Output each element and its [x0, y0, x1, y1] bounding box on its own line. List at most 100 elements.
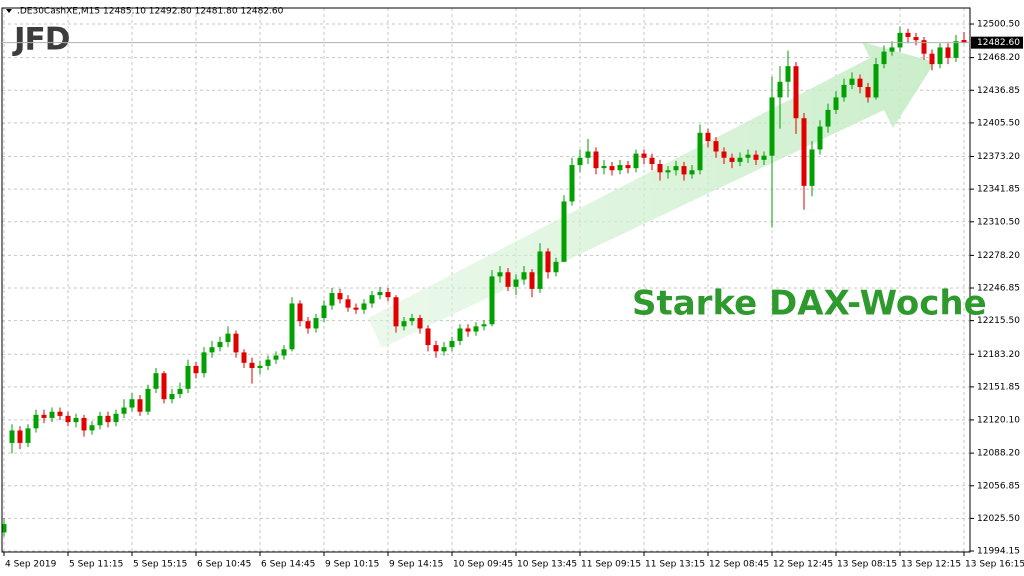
candle-body: [825, 109, 831, 127]
x-tick-label: 13 Sep 16:15: [965, 560, 1024, 570]
candle-body: [441, 347, 447, 352]
candle-body: [897, 32, 903, 48]
candle-body: [609, 166, 615, 171]
candle-body: [617, 165, 623, 171]
x-tick-label: 9 Sep 10:15: [325, 560, 379, 570]
candle-body: [33, 414, 39, 429]
x-tick-label: 5 Sep 15:15: [133, 560, 187, 570]
watermark: JFD: [12, 22, 70, 58]
candle-body: [209, 347, 215, 353]
candle-body: [409, 318, 415, 322]
y-tick-label: 12405.50: [977, 118, 1020, 128]
last-price-label: 12482.60: [977, 38, 1020, 48]
candle-body: [841, 84, 847, 98]
last-price-box: [971, 36, 1023, 49]
candle-body: [769, 97, 775, 156]
candle-body: [809, 149, 815, 186]
x-tick-label: 6 Sep 14:45: [261, 560, 315, 570]
x-tick-label: 12 Sep 12:45: [773, 560, 833, 570]
ohlc-header: 12485.10 12492.80 12481.80 12482.60: [103, 7, 284, 17]
candle-body: [881, 51, 887, 65]
candle-body: [585, 151, 591, 158]
y-tick-label: 11994.15: [977, 547, 1020, 557]
candle-body: [801, 118, 807, 186]
y-tick-label: 12373.20: [977, 152, 1020, 162]
candle-body: [729, 157, 735, 162]
candle-body: [97, 415, 103, 426]
y-tick-label: 12278.20: [977, 251, 1020, 261]
candle-body: [465, 328, 471, 332]
candle-body: [49, 411, 55, 418]
candle-body: [745, 154, 751, 158]
candle-body: [553, 261, 559, 273]
x-tick-label: 6 Sep 10:45: [197, 560, 251, 570]
candle-body: [489, 276, 495, 325]
candle-body: [337, 293, 343, 300]
candle-body: [505, 272, 511, 287]
candle-body: [105, 415, 111, 423]
candle-body: [593, 151, 599, 169]
candle-body: [793, 66, 799, 119]
candle-body: [177, 388, 183, 395]
candle-body: [753, 154, 759, 160]
candle-body: [641, 153, 647, 158]
y-tick-label: 12310.50: [977, 217, 1020, 227]
candle-body: [529, 272, 535, 289]
y-tick-label: 12088.20: [977, 449, 1020, 459]
y-tick-label: 12215.50: [977, 316, 1020, 326]
candle-body: [113, 413, 119, 423]
candle-body: [137, 399, 143, 412]
candle-body: [513, 279, 519, 287]
menu-icon: [6, 9, 12, 13]
candle-body: [481, 324, 487, 327]
candle-body: [913, 37, 919, 41]
candle-body: [961, 40, 967, 43]
candle-body: [665, 170, 671, 173]
candle-body: [289, 303, 295, 350]
candle-body: [369, 295, 375, 304]
candle-body: [497, 272, 503, 277]
candle-body: [937, 47, 943, 65]
candle-body: [777, 81, 783, 98]
x-tick-label: 4 Sep 2019: [5, 560, 57, 570]
candle-body: [65, 415, 71, 423]
candle-body: [273, 355, 279, 360]
candle-body: [537, 251, 543, 289]
candle-body: [737, 157, 743, 162]
y-tick-label: 12468.20: [977, 53, 1020, 63]
candle-body: [657, 164, 663, 173]
y-tick-label: 12151.85: [977, 382, 1020, 392]
y-tick-label: 12056.85: [977, 481, 1020, 491]
x-tick-label: 13 Sep 12:15: [901, 560, 961, 570]
candle-body: [129, 399, 135, 408]
candle-body: [673, 166, 679, 171]
candle-body: [625, 165, 631, 169]
x-tick-label: 11 Sep 09:15: [581, 560, 641, 570]
candle-body: [41, 414, 47, 418]
candle-body: [297, 303, 303, 322]
candle-body: [25, 428, 31, 443]
candle-body: [785, 66, 791, 82]
candle-body: [193, 365, 199, 374]
y-tick-label: 12120.10: [977, 415, 1020, 425]
candle-body: [689, 170, 695, 175]
x-tick-label: 11 Sep 13:15: [645, 560, 705, 570]
candle-body: [305, 321, 311, 329]
candle-body: [601, 166, 607, 169]
candle-body: [361, 303, 367, 310]
candle-body: [281, 349, 287, 356]
candle-body: [569, 165, 575, 202]
candle-body: [217, 341, 223, 348]
x-tick-label: 9 Sep 14:15: [389, 560, 443, 570]
candle-body: [945, 47, 951, 58]
candle-body: [633, 153, 639, 169]
candle-body: [473, 326, 479, 332]
candle-body: [857, 78, 863, 87]
candle-body: [833, 97, 839, 110]
candle-body: [953, 41, 959, 58]
candle-body: [265, 359, 271, 366]
candle-body: [425, 328, 431, 346]
trend-arrow: [368, 42, 935, 348]
candle-body: [249, 362, 255, 368]
candle-body: [713, 141, 719, 152]
